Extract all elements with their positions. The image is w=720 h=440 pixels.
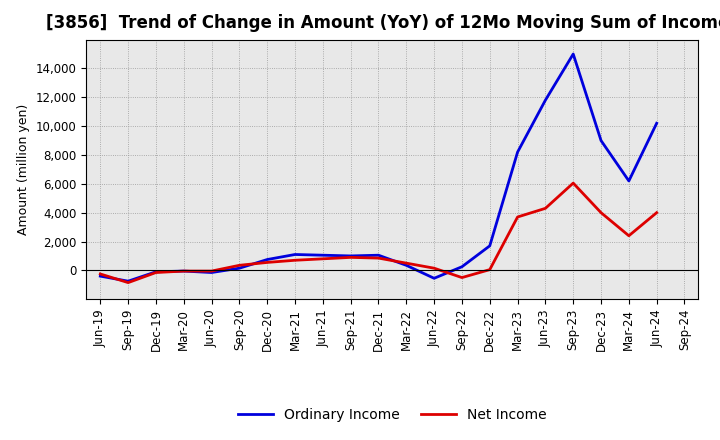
- Ordinary Income: [179, 268, 188, 274]
- Line: Net Income: Net Income: [100, 183, 657, 282]
- Net Income: [541, 205, 550, 211]
- Net Income: [152, 270, 161, 275]
- Ordinary Income: [124, 279, 132, 284]
- Net Income: [291, 258, 300, 263]
- Y-axis label: Amount (million yen): Amount (million yen): [17, 104, 30, 235]
- Ordinary Income: [318, 253, 327, 258]
- Net Income: [207, 268, 216, 274]
- Ordinary Income: [597, 138, 606, 143]
- Net Income: [597, 210, 606, 215]
- Net Income: [263, 260, 271, 265]
- Ordinary Income: [569, 51, 577, 57]
- Ordinary Income: [430, 275, 438, 281]
- Net Income: [485, 267, 494, 272]
- Legend: Ordinary Income, Net Income: Ordinary Income, Net Income: [233, 402, 552, 427]
- Net Income: [124, 280, 132, 285]
- Net Income: [96, 271, 104, 277]
- Net Income: [402, 260, 410, 266]
- Net Income: [430, 266, 438, 271]
- Ordinary Income: [624, 178, 633, 183]
- Ordinary Income: [374, 253, 383, 258]
- Net Income: [624, 233, 633, 238]
- Net Income: [652, 210, 661, 215]
- Ordinary Income: [652, 121, 661, 126]
- Net Income: [235, 263, 243, 268]
- Ordinary Income: [541, 98, 550, 103]
- Ordinary Income: [458, 264, 467, 269]
- Ordinary Income: [513, 150, 522, 155]
- Net Income: [513, 214, 522, 220]
- Ordinary Income: [346, 253, 355, 259]
- Ordinary Income: [291, 252, 300, 257]
- Ordinary Income: [207, 270, 216, 275]
- Net Income: [374, 256, 383, 261]
- Ordinary Income: [235, 266, 243, 271]
- Net Income: [318, 256, 327, 261]
- Title: [3856]  Trend of Change in Amount (YoY) of 12Mo Moving Sum of Incomes: [3856] Trend of Change in Amount (YoY) o…: [46, 15, 720, 33]
- Ordinary Income: [263, 257, 271, 262]
- Line: Ordinary Income: Ordinary Income: [100, 54, 657, 281]
- Net Income: [458, 275, 467, 280]
- Ordinary Income: [402, 263, 410, 268]
- Ordinary Income: [96, 274, 104, 279]
- Net Income: [569, 180, 577, 186]
- Ordinary Income: [152, 269, 161, 275]
- Net Income: [179, 268, 188, 274]
- Ordinary Income: [485, 243, 494, 249]
- Net Income: [346, 255, 355, 260]
